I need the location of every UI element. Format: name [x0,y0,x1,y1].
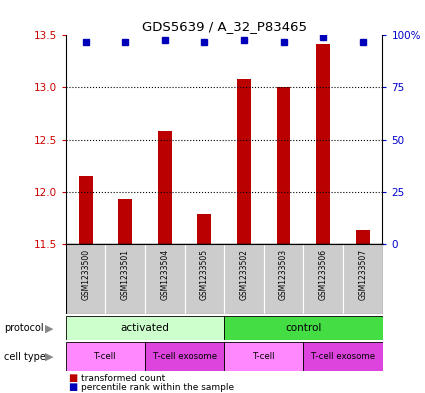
Bar [118,199,132,244]
Text: percentile rank within the sample: percentile rank within the sample [81,383,234,391]
Text: T-cell exosome: T-cell exosome [153,352,217,361]
Bar [264,244,303,314]
Bar [316,44,330,244]
Text: T-cell exosome: T-cell exosome [311,352,375,361]
Text: ■: ■ [68,373,77,383]
Text: GSM1233503: GSM1233503 [279,249,288,300]
Bar [303,244,343,314]
Text: cell type: cell type [4,352,46,362]
Bar [145,342,224,371]
Bar [343,244,382,314]
Text: ■: ■ [68,382,77,392]
Bar [66,244,105,314]
Bar [79,176,93,244]
Text: GSM1233502: GSM1233502 [239,249,249,300]
Text: transformed count: transformed count [81,374,165,382]
Text: GSM1233505: GSM1233505 [200,249,209,300]
Bar [224,342,303,371]
Text: protocol: protocol [4,323,44,333]
Bar [303,342,382,371]
Bar [237,79,251,244]
Bar [224,244,264,314]
Text: GSM1233501: GSM1233501 [121,249,130,300]
Bar [277,87,290,244]
Bar [145,244,184,314]
Text: T-cell: T-cell [94,352,117,361]
Text: GSM1233500: GSM1233500 [81,249,90,300]
Bar [66,316,224,340]
Bar [184,244,224,314]
Text: T-cell: T-cell [252,352,275,361]
Title: GDS5639 / A_32_P83465: GDS5639 / A_32_P83465 [142,20,307,33]
Text: GSM1233506: GSM1233506 [319,249,328,300]
Bar [105,244,145,314]
Text: ▶: ▶ [45,323,53,333]
Bar [66,342,145,371]
Text: GSM1233507: GSM1233507 [358,249,367,300]
Bar [224,316,382,340]
Text: GSM1233504: GSM1233504 [160,249,169,300]
Text: ▶: ▶ [45,352,53,362]
Bar [158,131,172,244]
Text: activated: activated [121,323,170,333]
Bar [356,230,370,244]
Bar [198,215,211,244]
Text: control: control [285,323,322,333]
